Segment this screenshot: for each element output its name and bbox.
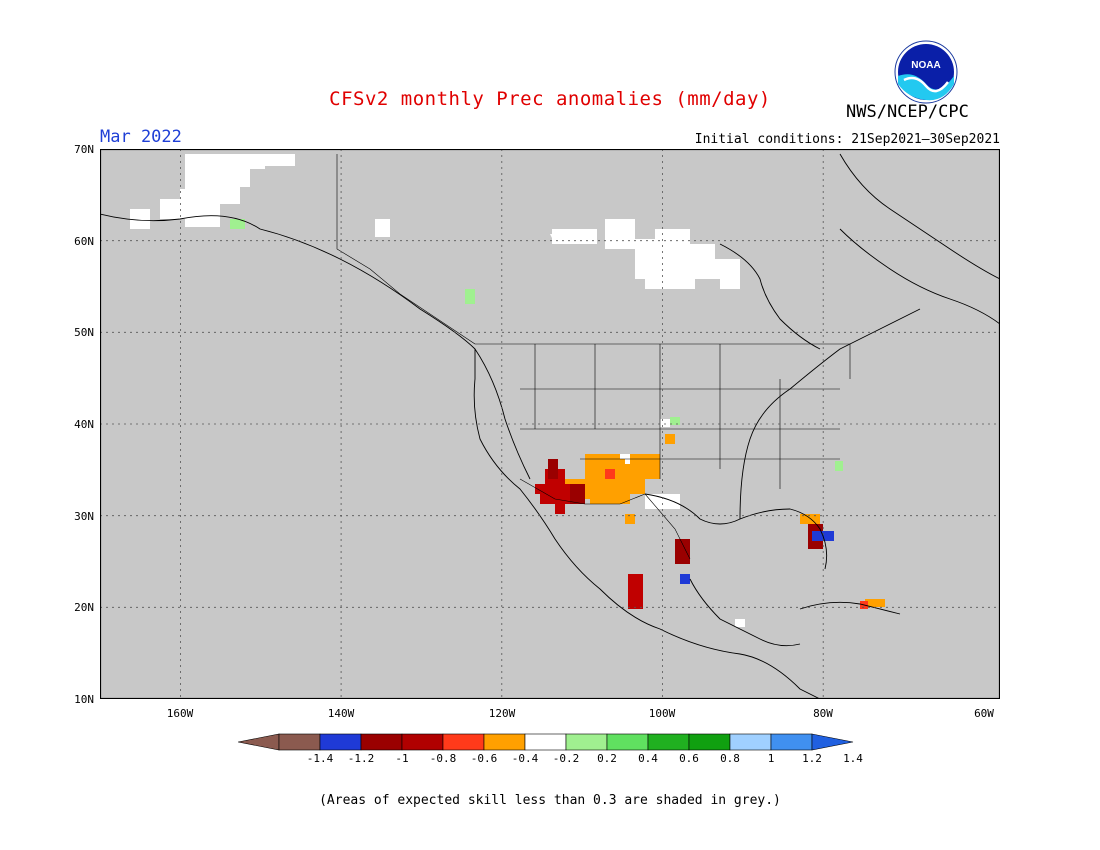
legend-label: -1 <box>395 752 409 765</box>
color-legend-bar <box>238 733 854 751</box>
legend-label: 0.2 <box>597 752 617 765</box>
legend-swatch <box>770 733 813 751</box>
lon-label: 160W <box>166 707 194 720</box>
initial-conditions: Initial conditions: 21Sep2021—30Sep2021 <box>694 132 1000 147</box>
chart-title: CFSv2 monthly Prec anomalies (mm/day) <box>329 88 771 110</box>
lat-label: 60N <box>74 235 94 248</box>
skill-footnote: (Areas of expected skill less than 0.3 a… <box>319 793 781 808</box>
legend-label: -0.8 <box>429 752 457 765</box>
lat-label: 50N <box>74 326 94 339</box>
precip-anomaly-map <box>100 149 1000 699</box>
legend-swatch <box>524 733 567 751</box>
political-borders <box>336 154 851 560</box>
legend-label: 0.4 <box>638 752 658 765</box>
dry-anomaly-red <box>535 459 868 609</box>
lon-label: 140W <box>327 707 355 720</box>
wet-anomaly-areas <box>230 219 843 471</box>
legend-label: 0.8 <box>720 752 740 765</box>
lon-label: 100W <box>648 707 676 720</box>
lon-label: 60W <box>974 707 994 720</box>
lon-label: 80W <box>813 707 833 720</box>
organization-label: NWS/NCEP/CPC <box>846 102 969 122</box>
lon-gridlines <box>180 149 824 699</box>
legend-arrow-low <box>238 733 280 751</box>
legend-swatch <box>319 733 362 751</box>
legend-label: 0.6 <box>679 752 699 765</box>
neutral-anomaly-areas <box>130 154 745 627</box>
noaa-logo-icon: NOAA <box>894 40 958 104</box>
forecast-month: Mar 2022 <box>100 127 182 147</box>
legend-swatch <box>442 733 485 751</box>
legend-label: -1.4 <box>306 752 334 765</box>
lat-gridlines <box>100 240 1000 608</box>
legend-swatches <box>238 733 854 751</box>
lon-label: 120W <box>488 707 516 720</box>
legend-arrow-high <box>811 733 854 751</box>
legend-swatch <box>483 733 526 751</box>
legend-label: -1.2 <box>347 752 375 765</box>
legend-swatch <box>565 733 608 751</box>
legend-label: 1.2 <box>802 752 822 765</box>
lat-label: 20N <box>74 601 94 614</box>
legend-swatch <box>729 733 772 751</box>
legend-label: 1.4 <box>843 752 863 765</box>
legend-swatch <box>606 733 649 751</box>
legend-label: -0.2 <box>552 752 580 765</box>
legend-label: -0.6 <box>470 752 498 765</box>
logo-text: NOAA <box>911 60 940 71</box>
lat-label: 40N <box>74 418 94 431</box>
legend-swatch <box>401 733 444 751</box>
lat-label: 10N <box>74 693 94 706</box>
lat-label: 30N <box>74 510 94 523</box>
legend-swatch <box>647 733 690 751</box>
legend-label: 1 <box>767 752 775 765</box>
legend-swatch <box>360 733 403 751</box>
legend-swatch <box>688 733 731 751</box>
legend-label: -0.4 <box>511 752 539 765</box>
map-frame <box>100 149 1000 699</box>
lat-label: 70N <box>74 143 94 156</box>
coastlines <box>100 153 1000 699</box>
legend-swatch <box>278 733 321 751</box>
